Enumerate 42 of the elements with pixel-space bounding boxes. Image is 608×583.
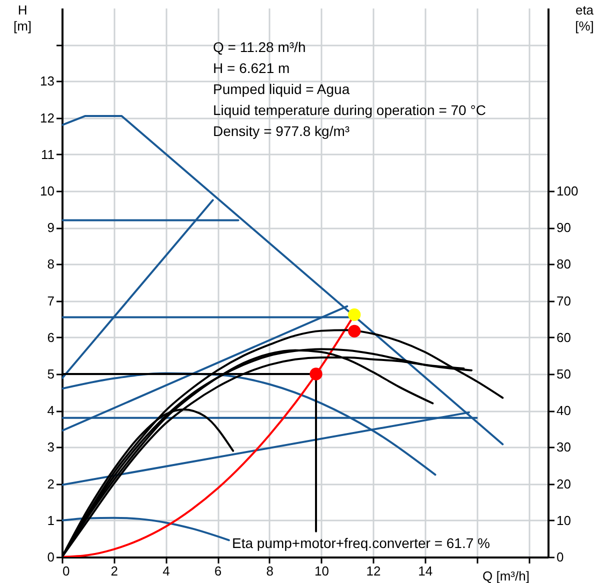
y-tick-label: 5 <box>47 366 54 382</box>
y-tick-label: 2 <box>47 476 54 492</box>
x-tick-label: 14 <box>418 564 433 578</box>
y2-tick-label: 80 <box>556 256 571 272</box>
y-tick-label: 9 <box>47 220 54 236</box>
x-tick-label: 12 <box>366 564 381 578</box>
y-tick-label: 6 <box>47 330 54 345</box>
y2-tick-label: 90 <box>556 220 571 236</box>
y2-tick-label: 50 <box>556 366 571 382</box>
y-tick-label: 7 <box>47 293 54 308</box>
y-tick-label: 8 <box>47 256 54 272</box>
y-tick-label: 0 <box>47 550 54 564</box>
x-tick-label: 8 <box>266 564 274 578</box>
y2-tick-label: 0 <box>556 550 564 564</box>
x-tick-label: 2 <box>110 564 118 578</box>
annotation: Density = 977.8 kg/m³ <box>213 123 350 139</box>
annotation: Eta pump+motor+freq.converter = 61.7 % <box>232 535 490 551</box>
y-tick-label: 4 <box>47 403 54 418</box>
y-tick-label: 1 <box>47 512 54 528</box>
annotation: Q = 11.28 m³/h <box>213 39 306 55</box>
y2-tick-label: 40 <box>556 403 571 418</box>
x-tick-label: 4 <box>162 564 170 578</box>
y2-tick-label: 70 <box>556 293 571 308</box>
annotation: H = 6.621 m <box>213 60 290 76</box>
x-tick-label: 10 <box>314 564 329 578</box>
y-axis-title: H [m] <box>13 2 32 34</box>
y-tick-label: 10 <box>40 184 54 198</box>
annotation: Liquid temperature during operation = 70 °C <box>213 102 486 118</box>
y-tick-label: 13 <box>40 74 54 89</box>
y2-tick-label: 20 <box>556 476 571 492</box>
x-axis-title: Q [m³/h] <box>482 568 530 583</box>
y2-axis-title: eta [%] <box>575 2 594 34</box>
y-tick-label: 12 <box>40 110 54 126</box>
y-tick-label: 11 <box>41 146 54 162</box>
y-tick-label: 3 <box>47 440 54 455</box>
y2-tick-label: 10 <box>556 512 571 528</box>
y2-tick-label: 30 <box>556 440 571 455</box>
x-tick-label: 0 <box>62 564 70 578</box>
x-tick-label: 6 <box>214 564 222 578</box>
annotation: Pumped liquid = Agua <box>213 81 350 97</box>
y2-tick-label: 100 <box>556 184 578 198</box>
y2-tick-label: 60 <box>556 330 571 345</box>
